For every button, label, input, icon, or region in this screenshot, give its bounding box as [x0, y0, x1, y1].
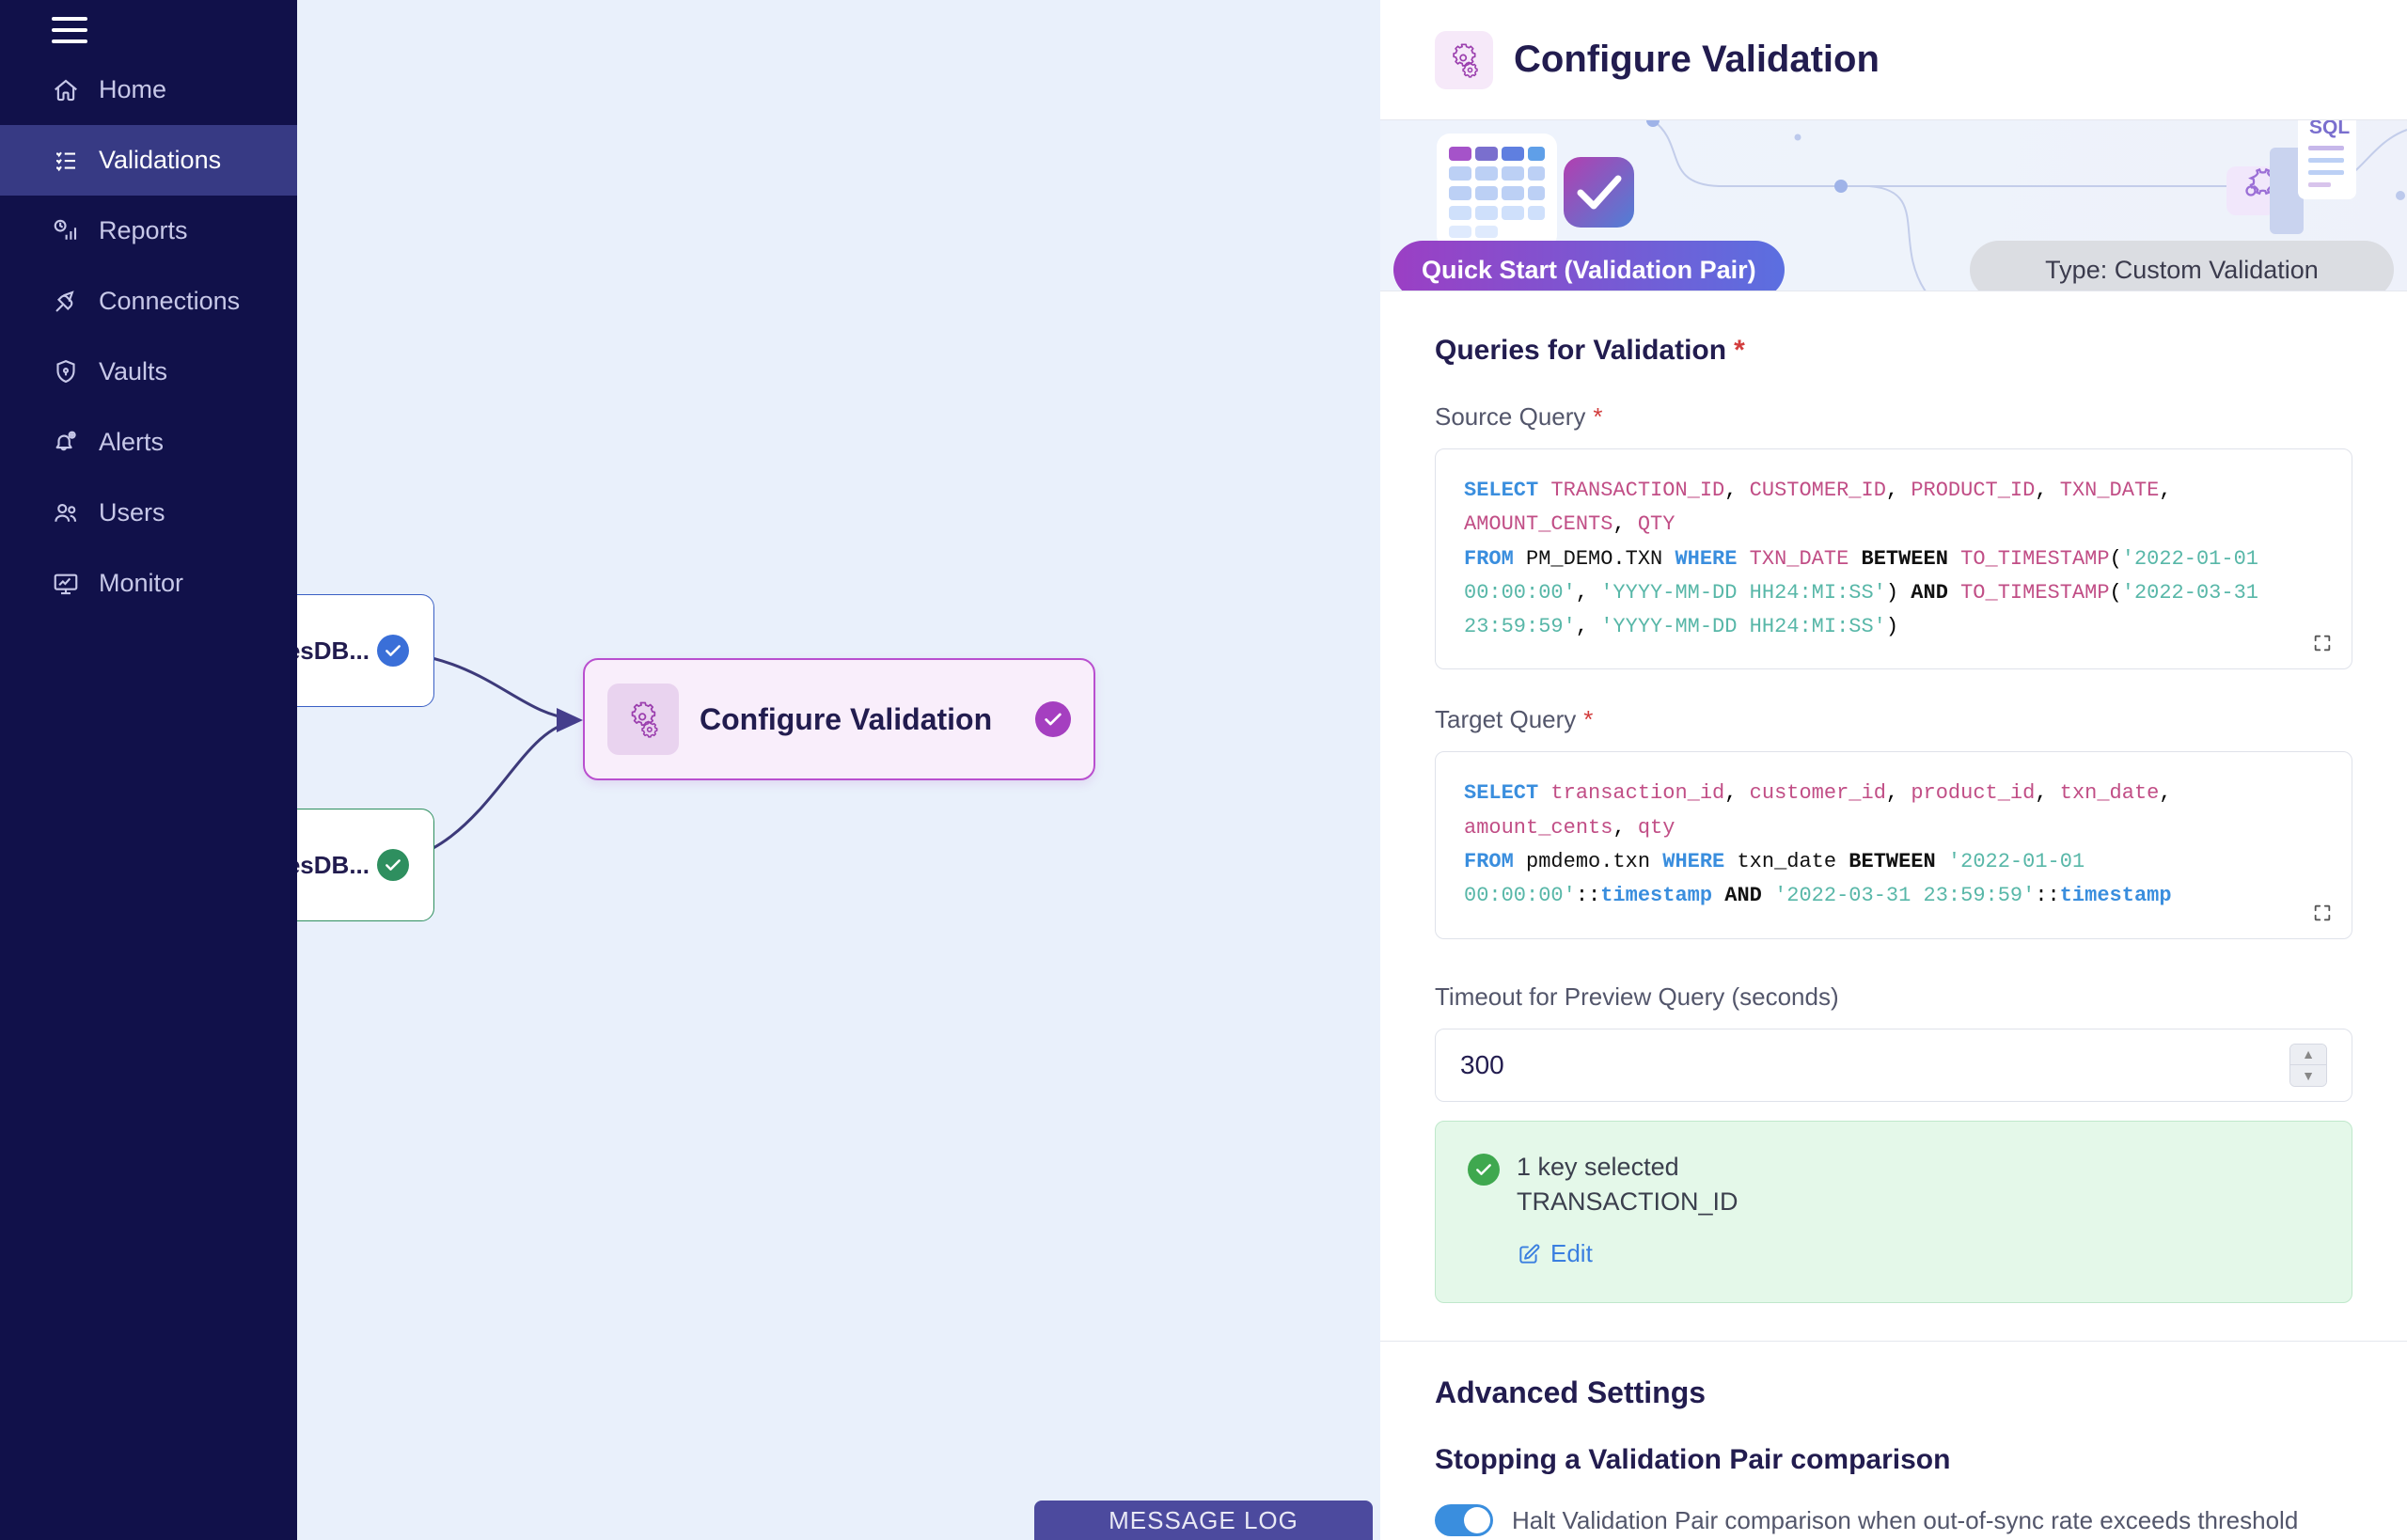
svg-text:SQL: SQL: [2309, 120, 2350, 138]
